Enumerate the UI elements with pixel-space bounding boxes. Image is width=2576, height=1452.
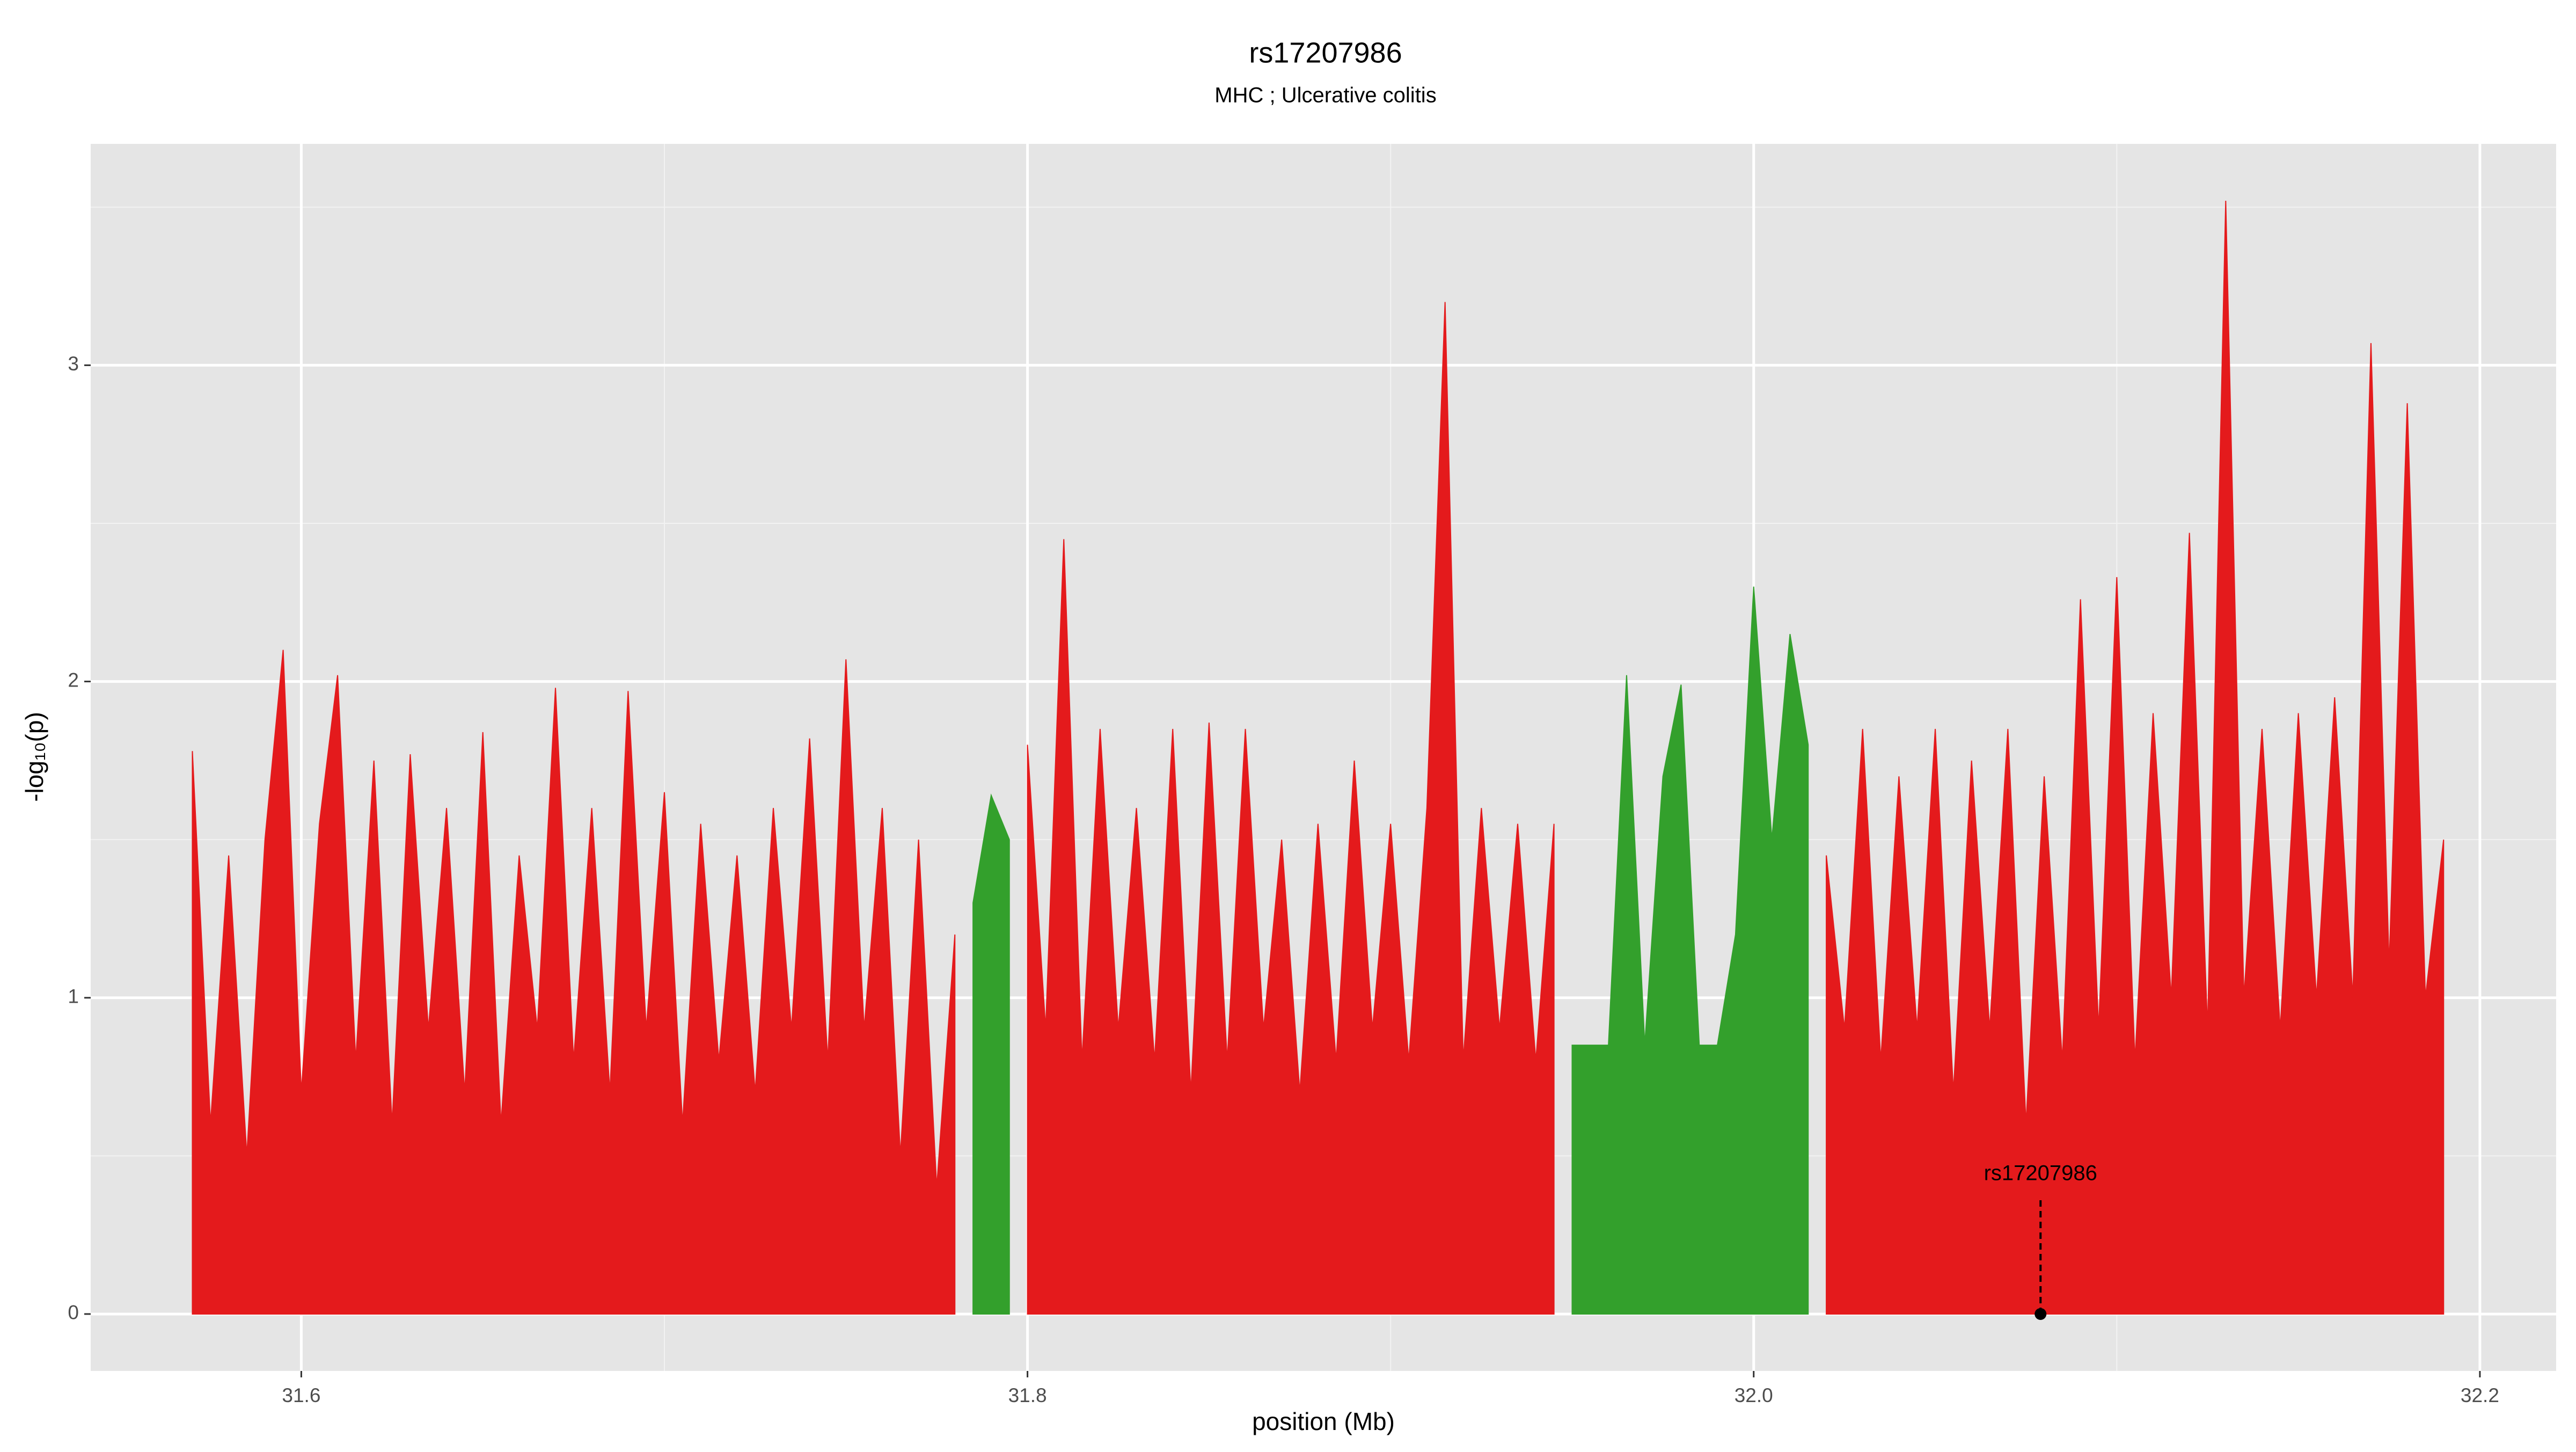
x-tick-label: 31.8 [1008,1384,1047,1406]
x-tick-label: 32.2 [2461,1384,2499,1406]
y-tick-label: 0 [68,1302,79,1324]
x-tick-label: 32.0 [1735,1384,1773,1406]
x-tick-label: 31.6 [282,1384,320,1406]
chart-title: rs17207986 [1249,37,1402,69]
y-tick-label: 2 [68,669,79,691]
area [192,201,2445,1315]
chart-subtitle: MHC ; Ulcerative colitis [1214,84,1436,107]
area [972,586,1809,1315]
y-tick-label: 3 [68,353,79,375]
annotation-label: rs17207986 [1984,1162,2097,1185]
annotation-point [2035,1308,2047,1320]
y-tick-label: 1 [68,986,79,1008]
x-axis-title: position (Mb) [1252,1407,1395,1435]
y-axis-title: -log₁₀(p) [20,712,48,802]
